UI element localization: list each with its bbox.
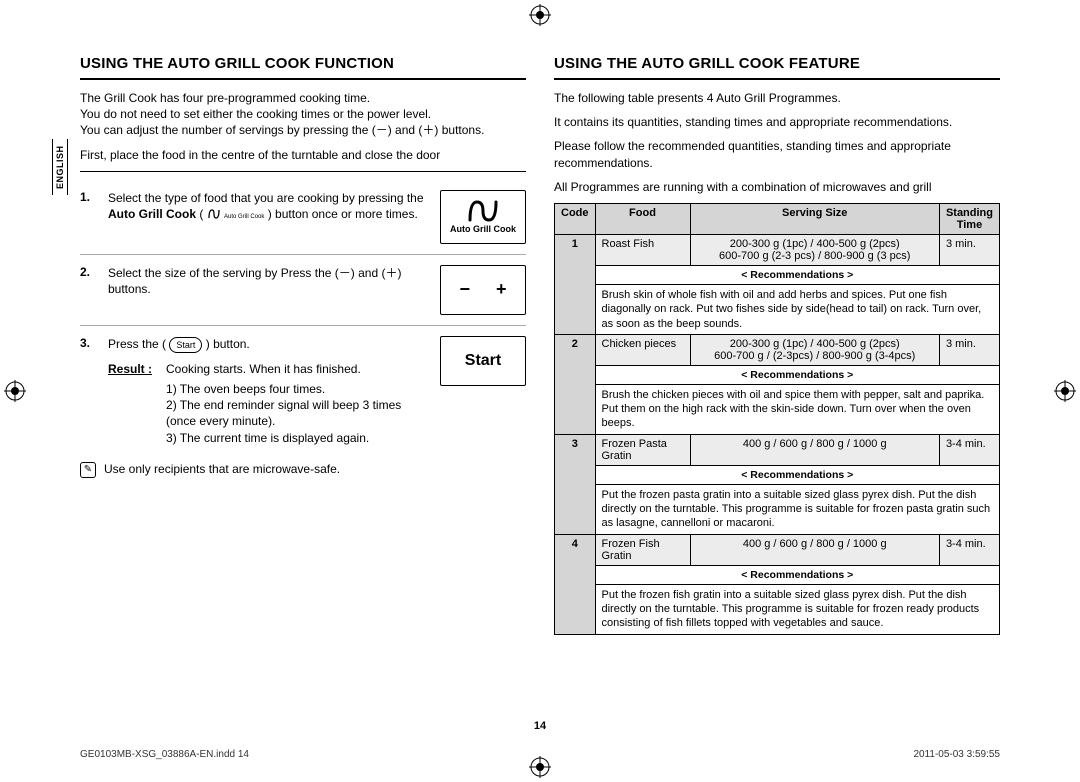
th-size: Serving Size [690,203,939,234]
r-intro3: Please follow the recommended quantities… [554,138,1000,170]
plus-minus-button-diagram: −+ [440,265,526,315]
language-tab: ENGLISH [52,139,68,195]
th-code: Code [555,203,596,234]
note-text: Use only recipients that are microwave-s… [104,462,340,476]
crop-mark-right [1054,380,1076,402]
start-button-diagram: Start [440,336,526,386]
crop-mark-left [4,380,26,402]
intro-text: The Grill Cook has four pre-programmed c… [80,90,526,139]
step-3: 3. Press the ( Start ) button. Result : … [80,326,526,456]
result-label: Result : [108,361,152,446]
th-food: Food [595,203,690,234]
table-row: Brush skin of whole fish with oil and ad… [555,284,1000,334]
page-number: 14 [534,720,546,732]
right-column: USING THE AUTO GRILL COOK FEATURE The fo… [554,55,1000,742]
crop-mark-top [529,4,551,26]
table-row: 1Roast Fish200-300 g (1pc) / 400-500 g (… [555,234,1000,265]
step-2: 2. Select the size of the serving by Pre… [80,255,526,326]
table-row: < Recommendations > [555,465,1000,484]
page-content: USING THE AUTO GRILL COOK FUNCTION The G… [80,55,1000,742]
note-icon: ✎ [80,462,96,478]
r-intro1: The following table presents 4 Auto Gril… [554,90,1000,106]
auto-grill-cook-button-diagram: Auto Grill Cook [440,190,526,244]
grill-programmes-table: Code Food Serving Size Standing Time 1Ro… [554,203,1000,635]
table-row: Put the frozen pasta gratin into a suita… [555,484,1000,534]
th-time: Standing Time [939,203,999,234]
wave-icon [466,200,500,222]
left-heading: USING THE AUTO GRILL COOK FUNCTION [80,55,526,80]
table-row: < Recommendations > [555,565,1000,584]
table-row: 4Frozen Fish Gratin400 g / 600 g / 800 g… [555,534,1000,565]
r-intro2: It contains its quantities, standing tim… [554,114,1000,130]
footer-left: GE0103MB-XSG_03886A-EN.indd 14 [80,749,249,760]
table-row: < Recommendations > [555,265,1000,284]
footer: GE0103MB-XSG_03886A-EN.indd 14 2011-05-0… [80,749,1000,760]
footer-right: 2011-05-03 3:59:55 [913,749,1000,760]
intro-line: First, place the food in the centre of t… [80,147,526,172]
step-1: 1. Select the type of food that you are … [80,180,526,255]
note-row: ✎ Use only recipients that are microwave… [80,462,526,478]
left-column: USING THE AUTO GRILL COOK FUNCTION The G… [80,55,526,742]
right-heading: USING THE AUTO GRILL COOK FEATURE [554,55,1000,80]
table-row: 3Frozen Pasta Gratin400 g / 600 g / 800 … [555,434,1000,465]
table-row: 2Chicken pieces200-300 g (1pc) / 400-500… [555,334,1000,365]
table-row: Put the frozen fish gratin into a suitab… [555,584,1000,634]
table-row: < Recommendations > [555,365,1000,384]
table-row: Brush the chicken pieces with oil and sp… [555,384,1000,434]
r-intro4: All Programmes are running with a combin… [554,179,1000,195]
